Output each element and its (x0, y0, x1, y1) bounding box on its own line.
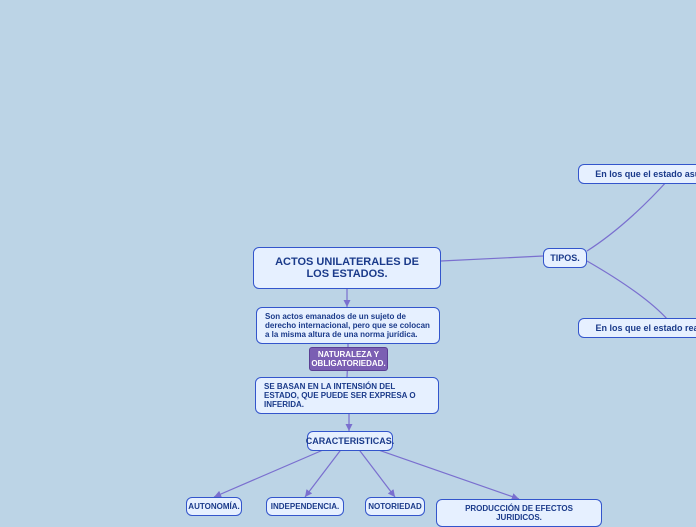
node-indep[interactable]: INDEPENDENCIA. (266, 497, 344, 516)
node-def[interactable]: Son actos emanados de un sujeto de derec… (256, 307, 440, 344)
node-tipo2[interactable]: En los que el estado reafirma (578, 318, 696, 338)
node-label: CARACTERISTICAS. (306, 436, 395, 446)
node-label: En los que el estado reafirma (595, 323, 696, 333)
node-basan[interactable]: SE BASAN EN LA INTENSIÓN DEL ESTADO, QUE… (255, 377, 439, 414)
node-label: PRODUCCIÓN DE EFECTOS JURIDICOS. (445, 504, 593, 522)
node-label: SE BASAN EN LA INTENSIÓN DEL ESTADO, QUE… (264, 382, 430, 409)
node-label: TIPOS. (550, 253, 580, 263)
node-carac[interactable]: CARACTERISTICAS. (307, 431, 393, 451)
node-notor[interactable]: NOTORIEDAD (365, 497, 425, 516)
node-label: NATURALEZA Y OBLIGATORIEDAD. (311, 350, 385, 368)
node-label: Son actos emanados de un sujeto de derec… (265, 312, 431, 339)
node-nat[interactable]: NATURALEZA Y OBLIGATORIEDAD. (309, 347, 388, 371)
node-label: ACTOS UNILATERALES DE LOS ESTADOS. (266, 256, 428, 280)
node-label: AUTONOMÍA. (188, 502, 239, 511)
node-auto[interactable]: AUTONOMÍA. (186, 497, 242, 516)
node-label: INDEPENDENCIA. (271, 502, 339, 511)
node-root[interactable]: ACTOS UNILATERALES DE LOS ESTADOS. (253, 247, 441, 289)
node-prod[interactable]: PRODUCCIÓN DE EFECTOS JURIDICOS. (436, 499, 602, 527)
node-tipos[interactable]: TIPOS. (543, 248, 587, 268)
node-label: En los que el estado asume c (595, 169, 696, 179)
node-tipo1[interactable]: En los que el estado asume c (578, 164, 696, 184)
node-label: NOTORIEDAD (368, 502, 422, 511)
